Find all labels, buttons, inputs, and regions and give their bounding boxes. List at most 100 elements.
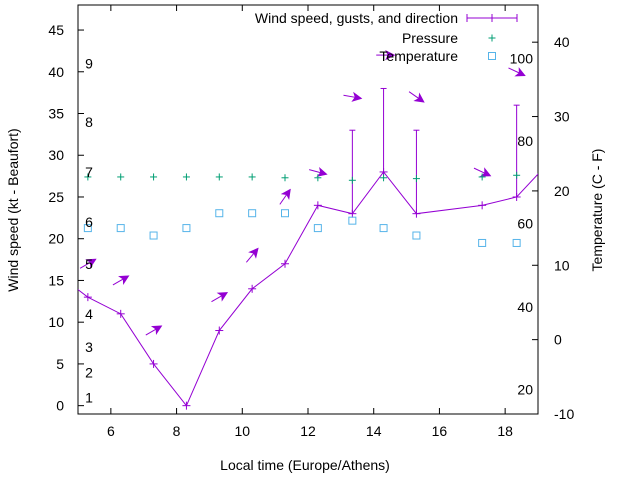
temperature-point bbox=[313, 224, 322, 233]
wind-direction-arrow bbox=[343, 91, 363, 102]
wind-line bbox=[78, 171, 538, 407]
wind-direction-arrow bbox=[376, 49, 396, 61]
temperature-point bbox=[116, 224, 125, 233]
legend-sample-marker bbox=[488, 52, 496, 60]
pressure-point bbox=[412, 175, 420, 183]
beaufort-label: 5 bbox=[85, 256, 93, 272]
fahrenheit-label: 20 bbox=[517, 381, 533, 397]
temperature-point bbox=[412, 231, 421, 240]
wind-point bbox=[313, 201, 322, 210]
y-tick-label: 35 bbox=[48, 106, 64, 122]
wind-direction-arrow bbox=[145, 325, 163, 336]
x-tick-label: 10 bbox=[234, 423, 250, 439]
axes-layer: 6 8 10 12 14 16 18051015202530354045-100102030… bbox=[48, 4, 574, 439]
y2-axis-label: Temperature (C - F) bbox=[589, 149, 605, 272]
pressure-point bbox=[215, 173, 223, 181]
temperature-point bbox=[348, 216, 357, 225]
x-tick-label: 18 bbox=[497, 423, 513, 439]
y2-tick-label: 20 bbox=[554, 183, 570, 199]
temperature-point bbox=[379, 224, 388, 233]
wind-direction-arrow bbox=[279, 188, 291, 205]
x-tick-label: 8 bbox=[173, 423, 181, 439]
wind-point bbox=[215, 326, 224, 335]
legend-label: Wind speed, gusts, and direction bbox=[255, 10, 458, 26]
beaufort-label: 1 bbox=[85, 389, 93, 405]
wind-direction-arrow bbox=[309, 166, 328, 177]
wind-point bbox=[248, 284, 257, 293]
legend-label: Temperature bbox=[379, 48, 458, 64]
fahrenheit-label: 40 bbox=[517, 299, 533, 315]
pressure-point bbox=[281, 174, 289, 182]
y2-tick-label: 40 bbox=[554, 34, 570, 50]
y-tick-label: 30 bbox=[48, 147, 64, 163]
temperature-point bbox=[478, 238, 487, 247]
beaufort-label: 3 bbox=[85, 339, 93, 355]
fahrenheit-label: 80 bbox=[517, 133, 533, 149]
temperature-point bbox=[248, 209, 257, 218]
x-tick-label: 14 bbox=[366, 423, 382, 439]
pressure-point bbox=[348, 176, 356, 184]
legend: Wind speed, gusts, and direction Pressure… bbox=[255, 10, 518, 64]
plot-frame bbox=[77, 4, 539, 415]
beaufort-label: 7 bbox=[85, 164, 93, 180]
data-layer bbox=[78, 49, 552, 410]
x-axis-label: Local time (Europe/Athens) bbox=[220, 457, 390, 473]
pressure-point bbox=[117, 173, 125, 181]
y2-tick-label: 10 bbox=[554, 257, 570, 273]
y-axis-label: Wind speed (kt - Beaufort) bbox=[5, 128, 21, 291]
beaufort-label: 8 bbox=[85, 114, 93, 130]
legend-label: Pressure bbox=[402, 30, 458, 46]
x-tick-label: 6 bbox=[107, 423, 115, 439]
wind-direction-arrow bbox=[79, 258, 97, 269]
beaufort-label: 4 bbox=[85, 306, 93, 322]
x-tick-label: 16 bbox=[432, 423, 448, 439]
y-tick-label: 40 bbox=[48, 64, 64, 80]
wind-direction-arrow bbox=[508, 67, 526, 77]
pressure-point bbox=[380, 174, 388, 182]
y-tick-label: 20 bbox=[48, 231, 64, 247]
temperature-point bbox=[83, 224, 92, 233]
y2-tick-label: 0 bbox=[554, 332, 562, 348]
y-tick-label: 5 bbox=[56, 356, 64, 372]
pressure-point bbox=[182, 173, 190, 181]
wind-point bbox=[149, 359, 158, 368]
wind-point bbox=[182, 401, 191, 410]
wind-point bbox=[544, 160, 552, 168]
y-tick-label: 25 bbox=[48, 189, 64, 205]
beaufort-label: 9 bbox=[85, 55, 93, 71]
wind-point bbox=[281, 259, 289, 268]
temperature-point bbox=[512, 238, 521, 247]
wind-direction-arrow bbox=[408, 91, 425, 103]
y2-tick-label: 30 bbox=[554, 109, 570, 125]
beaufort-label: 2 bbox=[85, 364, 93, 380]
temperature-point bbox=[215, 209, 224, 218]
pressure-point bbox=[150, 173, 158, 181]
fahrenheit-label: 60 bbox=[517, 216, 533, 232]
wind-point bbox=[478, 201, 487, 210]
y-tick-label: 45 bbox=[48, 22, 64, 38]
y2-tick-label: -10 bbox=[554, 406, 574, 422]
wind-direction-arrow bbox=[245, 247, 259, 263]
y-tick-label: 10 bbox=[48, 314, 64, 330]
x-tick-label: 12 bbox=[300, 423, 316, 439]
wind-point bbox=[83, 293, 92, 302]
wind-direction-arrow bbox=[473, 167, 492, 177]
temperature-point bbox=[182, 224, 191, 233]
fahrenheit-label: 100 bbox=[510, 51, 534, 67]
wind-direction-arrow bbox=[112, 275, 130, 286]
pressure-point bbox=[84, 173, 92, 181]
pressure-point bbox=[478, 173, 486, 181]
temperature-point bbox=[281, 209, 289, 218]
pressure-point bbox=[513, 171, 521, 179]
y-tick-label: 15 bbox=[48, 272, 64, 288]
temperature-point bbox=[149, 231, 158, 240]
legend-sample-marker bbox=[488, 14, 496, 22]
label-layer: 1 2 3 4 5 6 7 8 9 20 40 60 80 100 bbox=[85, 51, 533, 406]
wind-point bbox=[116, 309, 125, 318]
pressure-point bbox=[314, 174, 322, 182]
pressure-point bbox=[248, 173, 256, 181]
wind-direction-arrow bbox=[211, 292, 229, 303]
beaufort-label: 6 bbox=[85, 214, 93, 230]
y-tick-label: 0 bbox=[56, 398, 64, 414]
